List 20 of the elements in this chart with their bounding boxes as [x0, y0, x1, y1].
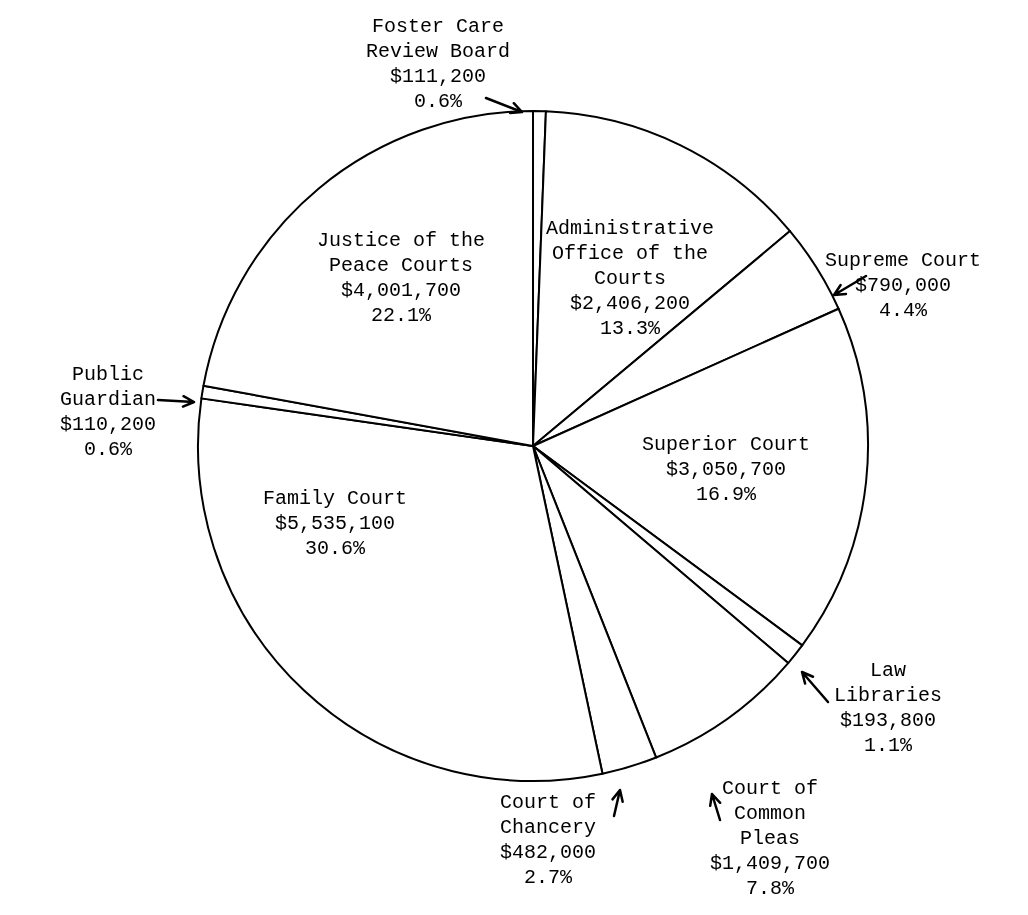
slice-label: Justice of the Peace Courts [316, 229, 486, 277]
slice-label: Family Court [262, 487, 408, 510]
legend-label: Court of Common Pleas [721, 777, 819, 850]
data-label: $111,200 0.6% [389, 65, 487, 113]
slice-label: Public Guardian [59, 363, 157, 411]
data-label: $1,409,700 7.8% [709, 852, 831, 900]
data-label: $193,800 1.1% [839, 709, 937, 757]
slice-label: Foster Care Review Board [365, 15, 511, 63]
data-label: $5,535,100 30.6% [274, 512, 396, 560]
slice-label: Law Libraries [833, 659, 943, 707]
data-label: $2,406,200 13.3% [569, 292, 691, 340]
data-label: $790,000 4.4% [854, 274, 952, 322]
data-label: $482,000 2.7% [499, 841, 597, 889]
data-label: $110,200 0.6% [59, 413, 157, 461]
data-label: $3,050,700 16.9% [665, 458, 787, 506]
data-label: $4,001,700 22.1% [340, 279, 462, 327]
slice-label: Superior Court [641, 433, 811, 456]
slice-label: Supreme Court [824, 249, 982, 272]
slice-label: Administrative Office of the Courts [545, 217, 715, 290]
slice-label: Court of Chancery [499, 791, 597, 839]
